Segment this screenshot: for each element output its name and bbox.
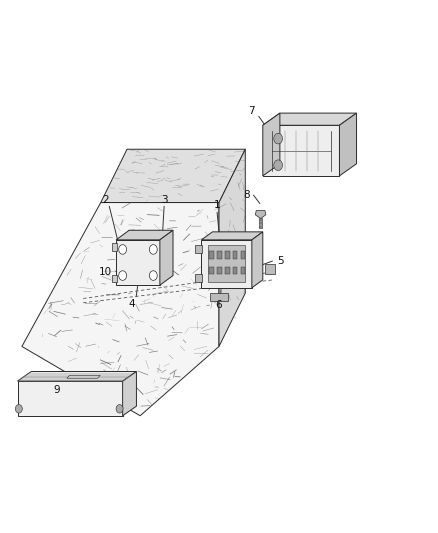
Bar xyxy=(112,243,117,251)
Polygon shape xyxy=(18,372,137,381)
Text: 10: 10 xyxy=(99,267,112,277)
Circle shape xyxy=(149,271,157,280)
Bar xyxy=(265,264,275,274)
Polygon shape xyxy=(210,293,228,301)
Circle shape xyxy=(119,245,127,254)
Polygon shape xyxy=(255,211,266,219)
Circle shape xyxy=(274,133,283,144)
Bar xyxy=(195,245,202,253)
Polygon shape xyxy=(201,240,252,288)
Bar xyxy=(209,251,214,259)
Bar xyxy=(241,266,245,274)
Bar xyxy=(225,251,230,259)
Polygon shape xyxy=(339,113,357,176)
Polygon shape xyxy=(123,372,137,416)
Polygon shape xyxy=(116,230,173,240)
Bar xyxy=(217,266,222,274)
Polygon shape xyxy=(263,113,357,125)
Polygon shape xyxy=(263,125,339,176)
Bar xyxy=(233,266,237,274)
Polygon shape xyxy=(201,232,263,240)
Polygon shape xyxy=(101,149,245,203)
Circle shape xyxy=(149,245,157,254)
Text: 7: 7 xyxy=(248,106,255,116)
Bar xyxy=(208,245,245,282)
Polygon shape xyxy=(67,375,100,378)
Bar xyxy=(209,266,214,274)
Text: 9: 9 xyxy=(53,385,60,395)
Text: 5: 5 xyxy=(277,256,284,266)
Bar xyxy=(112,275,117,282)
Polygon shape xyxy=(116,240,160,285)
Bar xyxy=(259,218,262,228)
Polygon shape xyxy=(252,232,263,288)
Text: 2: 2 xyxy=(102,195,109,205)
Bar xyxy=(217,251,222,259)
Text: 4: 4 xyxy=(128,299,135,309)
Text: 1: 1 xyxy=(213,200,220,210)
Bar xyxy=(195,274,202,282)
Polygon shape xyxy=(160,230,173,285)
Circle shape xyxy=(15,405,22,413)
Polygon shape xyxy=(219,149,245,346)
Polygon shape xyxy=(22,203,219,416)
Bar xyxy=(233,251,237,259)
Circle shape xyxy=(119,271,127,280)
Bar xyxy=(225,266,230,274)
Text: 3: 3 xyxy=(161,195,168,205)
Circle shape xyxy=(116,405,123,413)
Text: 8: 8 xyxy=(243,190,250,199)
Polygon shape xyxy=(18,381,123,416)
Polygon shape xyxy=(263,113,280,176)
Text: 6: 6 xyxy=(215,300,223,310)
Circle shape xyxy=(274,160,283,171)
Bar xyxy=(241,251,245,259)
